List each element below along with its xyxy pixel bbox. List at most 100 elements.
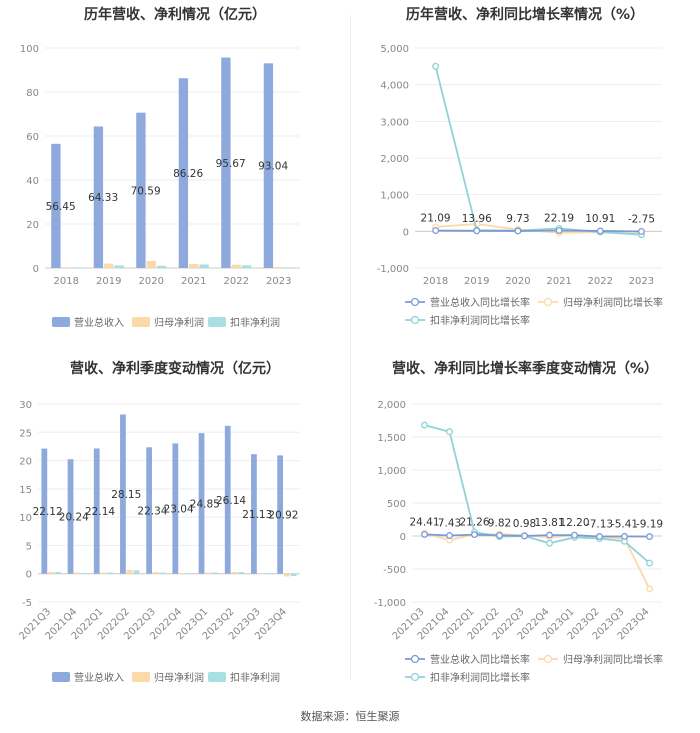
data-point xyxy=(471,531,478,539)
data-source: 数据来源：恒生聚源 xyxy=(300,710,400,723)
y-tick-label: 2,000 xyxy=(380,154,409,165)
bar xyxy=(107,572,114,574)
data-label: 70.59 xyxy=(131,185,161,197)
data-label: -9.19 xyxy=(636,519,663,531)
data-label: 22.34 xyxy=(137,506,167,518)
data-point xyxy=(646,533,653,541)
bar xyxy=(172,443,179,574)
data-point xyxy=(596,227,604,235)
bar xyxy=(251,454,257,574)
y-tick-label: 3,000 xyxy=(380,117,409,128)
bar xyxy=(274,266,284,268)
x-tick-label: 2019 xyxy=(464,276,489,287)
y-tick-label: 25 xyxy=(19,428,32,439)
x-tick-label: 2018 xyxy=(423,276,448,287)
bar xyxy=(198,433,205,574)
data-label: 86.26 xyxy=(173,168,203,180)
bar xyxy=(71,267,82,269)
data-label: 24.41 xyxy=(409,516,439,528)
legend-label: 归母净利润 xyxy=(154,671,204,684)
data-label: 95.67 xyxy=(216,158,246,170)
series-line xyxy=(424,424,651,564)
data-point xyxy=(421,421,428,429)
data-point xyxy=(446,428,453,436)
data-label: 9.73 xyxy=(506,213,529,225)
y-tick-label: 60 xyxy=(26,132,39,143)
data-label: 13.81 xyxy=(534,517,564,529)
legend-swatch xyxy=(52,672,70,682)
bar xyxy=(100,572,107,574)
y-tick-label: 0 xyxy=(26,570,32,581)
legend-label: 归母净利润 xyxy=(154,316,204,329)
data-point xyxy=(555,227,563,234)
bar xyxy=(231,572,238,574)
y-tick-label: 20 xyxy=(19,457,32,468)
bar xyxy=(199,264,209,268)
data-label: 0.98 xyxy=(513,518,536,530)
data-label: -2.75 xyxy=(628,213,655,225)
x-tick-label: 2018 xyxy=(54,276,79,287)
data-label: 22.12 xyxy=(33,506,63,518)
legend-swatch xyxy=(410,297,420,307)
bar xyxy=(224,425,231,574)
bar xyxy=(146,447,153,574)
annual-growth-panel: 历年营收、净利同比增长率情况（%） -1,000 0 1,000 2,000 3,000… xyxy=(350,0,700,340)
data-label: 21.09 xyxy=(421,213,451,225)
chart-title: 营收、净利同比增长率季度变动情况（%） xyxy=(391,361,659,377)
bar xyxy=(93,448,100,574)
data-label: 23.04 xyxy=(164,504,194,516)
y-tick-label: 30 xyxy=(19,400,32,411)
y-tick-label: 0 xyxy=(400,532,406,543)
data-label: 22.19 xyxy=(544,213,574,225)
legend-swatch xyxy=(132,317,150,327)
bar xyxy=(189,264,199,268)
y-tick-label: 80 xyxy=(26,88,39,99)
data-point xyxy=(546,539,553,547)
bar xyxy=(81,573,87,574)
y-tick-label: 40 xyxy=(26,176,39,187)
bar xyxy=(263,63,274,269)
data-label: 13.96 xyxy=(462,213,492,225)
legend-label: 归母净利润同比增长率 xyxy=(563,653,663,666)
bar xyxy=(51,143,61,268)
legend-label: 扣非净利润同比增长率 xyxy=(430,671,530,684)
y-tick-label: 10 xyxy=(19,513,32,524)
legend-swatch xyxy=(208,672,226,682)
legend-label: 营业总收入同比增长率 xyxy=(430,653,530,666)
bar xyxy=(241,265,252,268)
bar xyxy=(221,57,231,268)
legend-label: 扣非净利润同比增长率 xyxy=(430,314,530,327)
y-tick-label: 0 xyxy=(403,227,409,238)
legend-label: 营业总收入同比增长率 xyxy=(430,296,530,309)
data-point xyxy=(546,531,553,539)
bar xyxy=(67,459,74,574)
data-point xyxy=(514,227,522,235)
bar xyxy=(178,78,189,268)
x-tick-label: 2021 xyxy=(546,276,571,287)
y-tick-label: -1,000 xyxy=(377,264,409,275)
y-tick-label: 1,500 xyxy=(377,433,406,444)
chart-title: 营收、净利季度变动情况（亿元） xyxy=(70,361,280,377)
legend-swatch xyxy=(543,654,553,664)
data-point xyxy=(646,585,653,593)
bar xyxy=(133,570,140,574)
series-line xyxy=(434,66,642,236)
bar xyxy=(264,573,271,575)
data-point xyxy=(496,531,503,539)
y-tick-label: 2,000 xyxy=(377,400,406,411)
data-point xyxy=(432,62,440,70)
bar xyxy=(179,573,185,574)
bar xyxy=(136,112,146,269)
bar xyxy=(93,126,104,268)
y-tick-label: 4,000 xyxy=(380,81,409,92)
quarterly-bar-chart: -505101520253022.122021Q320.242021Q422.1… xyxy=(17,400,300,684)
legend-label: 营业总收入 xyxy=(74,316,124,329)
bar xyxy=(205,572,212,574)
bar xyxy=(114,265,124,268)
data-point xyxy=(571,531,578,539)
y-tick-label: 0 xyxy=(33,264,39,275)
data-label: 64.33 xyxy=(88,192,118,204)
data-label: 26.14 xyxy=(216,495,246,507)
annual-bar-chart: 0 20 40 60 80 100 56.45 2018 64.33 2019 70.59 2020 8… xyxy=(20,44,300,329)
bar xyxy=(185,573,192,575)
